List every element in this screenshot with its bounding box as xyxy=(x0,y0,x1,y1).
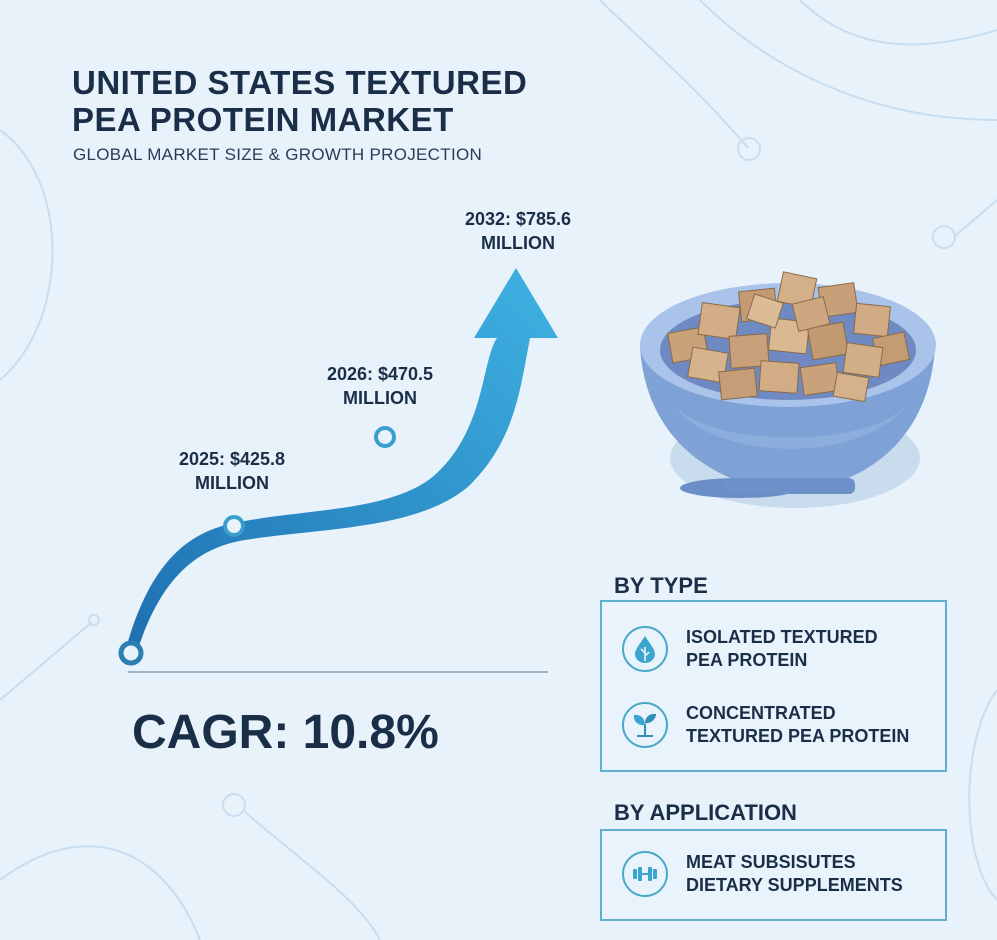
type-item-isolated-line2: PEA PROTEIN xyxy=(686,650,808,670)
sprout-icon xyxy=(622,702,668,748)
application-item-line1: MEAT SUBSISUTES xyxy=(686,852,856,872)
growth-curve xyxy=(125,268,558,652)
title-line-2: PEA PROTEIN MARKET xyxy=(72,101,454,138)
by-type-title: BY TYPE xyxy=(614,573,708,598)
page-title: UNITED STATES TEXTURED PEA PROTEIN MARKE… xyxy=(72,64,592,138)
data-point-2025 xyxy=(223,515,245,537)
page-subtitle: GLOBAL MARKET SIZE & GROWTH PROJECTION xyxy=(73,145,483,164)
by-type-panel: ISOLATED TEXTURED PEA PROTEIN CONCENTRAT… xyxy=(600,600,947,772)
type-item-concentrated-line1: CONCENTRATED xyxy=(686,703,836,723)
application-item-meat-supplements: MEAT SUBSISUTES DIETARY SUPPLEMENTS xyxy=(622,851,903,897)
curve-start-marker xyxy=(118,640,144,666)
type-item-isolated-line1: ISOLATED TEXTURED xyxy=(686,627,878,647)
type-item-concentrated-line2: TEXTURED PEA PROTEIN xyxy=(686,726,910,746)
dumbbell-icon xyxy=(622,851,668,897)
data-label-2032: 2032: $785.6 MILLION xyxy=(465,209,571,253)
data-point-2026 xyxy=(374,426,396,448)
type-item-isolated: ISOLATED TEXTURED PEA PROTEIN xyxy=(622,626,878,672)
water-drop-leaf-icon xyxy=(622,626,668,672)
textured-protein-bowl-illustration xyxy=(640,271,936,508)
data-label-2025: 2025: $425.8 MILLION xyxy=(179,449,285,493)
by-application-title: BY APPLICATION xyxy=(614,800,797,825)
application-item-line2: DIETARY SUPPLEMENTS xyxy=(686,875,903,895)
title-line-1: UNITED STATES TEXTURED xyxy=(72,64,528,101)
data-label-2026: 2026: $470.5 MILLION xyxy=(327,364,433,408)
type-item-concentrated: CONCENTRATED TEXTURED PEA PROTEIN xyxy=(622,702,909,748)
cagr-value: CAGR: 10.8% xyxy=(132,706,439,759)
by-application-panel: MEAT SUBSISUTES DIETARY SUPPLEMENTS xyxy=(600,829,947,921)
